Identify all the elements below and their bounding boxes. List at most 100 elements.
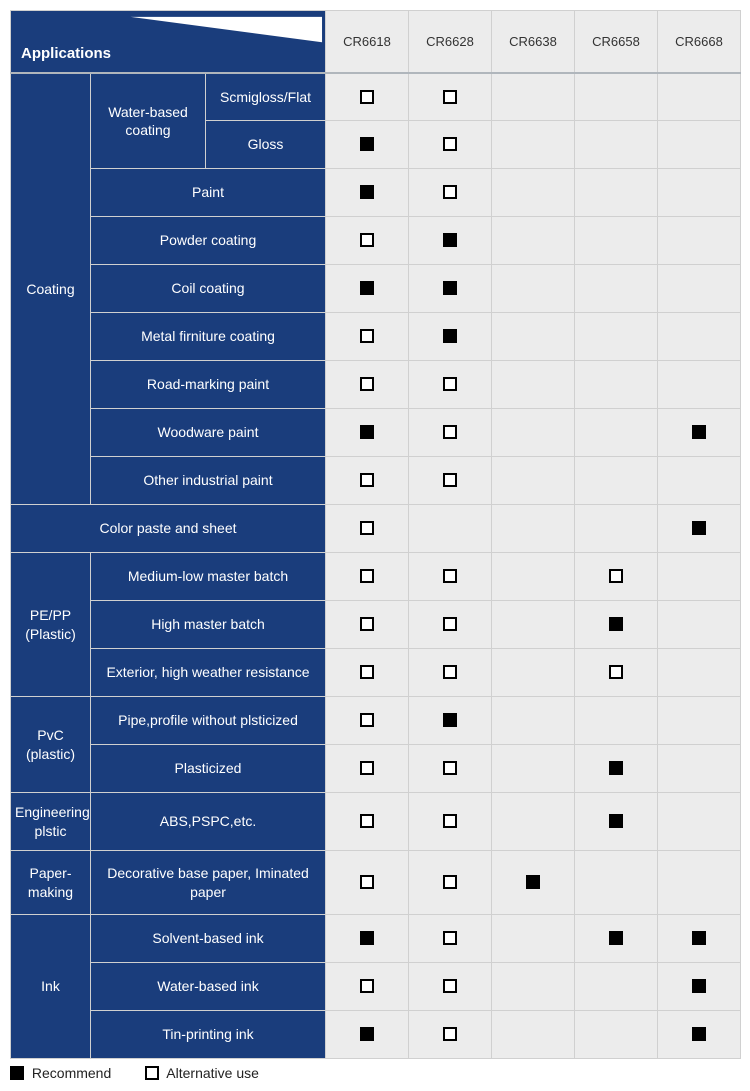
value-cell	[658, 553, 741, 601]
legend-recommend: Recommend	[10, 1065, 115, 1081]
table-row: Other industrial paint	[11, 457, 741, 505]
value-cell	[658, 793, 741, 851]
empty-square-icon	[360, 979, 374, 993]
table-row: CoatingWater-based coatingScmigloss/Flat	[11, 73, 741, 121]
category-level-2: High master batch	[91, 601, 326, 649]
filled-square-icon	[360, 185, 374, 199]
empty-square-icon	[360, 233, 374, 247]
empty-square-icon	[360, 377, 374, 391]
category-level-2: ABS,PSPC,etc.	[91, 793, 326, 851]
value-cell	[492, 313, 575, 361]
value-cell	[326, 121, 409, 169]
empty-square-icon	[145, 1066, 159, 1080]
table-row: Water-based ink	[11, 963, 741, 1011]
category-level-1: Engineering plstic	[11, 793, 91, 851]
value-cell	[575, 553, 658, 601]
value-cell	[326, 169, 409, 217]
table-row: Woodware paint	[11, 409, 741, 457]
empty-square-icon	[360, 617, 374, 631]
category-level-2: Plasticized	[91, 745, 326, 793]
filled-square-icon	[360, 137, 374, 151]
empty-square-icon	[360, 473, 374, 487]
value-cell	[409, 265, 492, 313]
empty-square-icon	[443, 1027, 457, 1041]
value-cell	[658, 217, 741, 265]
value-cell	[492, 73, 575, 121]
empty-square-icon	[443, 185, 457, 199]
empty-square-icon	[443, 569, 457, 583]
empty-square-icon	[360, 875, 374, 889]
category-level-2: Medium-low master batch	[91, 553, 326, 601]
value-cell	[658, 649, 741, 697]
value-cell	[326, 963, 409, 1011]
brands-label: Brands	[263, 19, 315, 36]
empty-square-icon	[609, 569, 623, 583]
category-level-2: Tin-printing ink	[91, 1011, 326, 1059]
value-cell	[409, 649, 492, 697]
empty-square-icon	[360, 90, 374, 104]
value-cell	[326, 553, 409, 601]
filled-square-icon	[692, 425, 706, 439]
value-cell	[492, 121, 575, 169]
category-level-1: Color paste and sheet	[11, 505, 326, 553]
table-row: Color paste and sheet	[11, 505, 741, 553]
value-cell	[575, 361, 658, 409]
filled-square-icon	[443, 281, 457, 295]
value-cell	[575, 313, 658, 361]
filled-square-icon	[692, 931, 706, 945]
table-row: Tin-printing ink	[11, 1011, 741, 1059]
value-cell	[409, 745, 492, 793]
value-cell	[326, 361, 409, 409]
filled-square-icon	[692, 979, 706, 993]
filled-square-icon	[692, 1027, 706, 1041]
value-cell	[492, 601, 575, 649]
brand-column-header: CR6668	[658, 11, 741, 73]
value-cell	[575, 265, 658, 313]
category-level-2: Exterior, high weather resistance	[91, 649, 326, 697]
filled-square-icon	[360, 931, 374, 945]
empty-square-icon	[443, 473, 457, 487]
value-cell	[575, 409, 658, 457]
table-row: Powder coating	[11, 217, 741, 265]
value-cell	[409, 73, 492, 121]
value-cell	[658, 121, 741, 169]
filled-square-icon	[443, 713, 457, 727]
filled-square-icon	[692, 521, 706, 535]
value-cell	[492, 851, 575, 915]
value-cell	[409, 409, 492, 457]
value-cell	[575, 73, 658, 121]
value-cell	[492, 649, 575, 697]
value-cell	[575, 169, 658, 217]
value-cell	[409, 505, 492, 553]
empty-square-icon	[360, 761, 374, 775]
value-cell	[492, 361, 575, 409]
category-level-2: Woodware paint	[91, 409, 326, 457]
value-cell	[658, 851, 741, 915]
value-cell	[326, 601, 409, 649]
filled-square-icon	[609, 931, 623, 945]
brand-column-header: CR6628	[409, 11, 492, 73]
table-row: PE/PP (Plastic)Medium-low master batch	[11, 553, 741, 601]
empty-square-icon	[443, 761, 457, 775]
empty-square-icon	[443, 931, 457, 945]
brand-column-header: CR6658	[575, 11, 658, 73]
value-cell	[658, 505, 741, 553]
value-cell	[492, 169, 575, 217]
empty-square-icon	[443, 617, 457, 631]
value-cell	[575, 649, 658, 697]
category-level-1: Ink	[11, 915, 91, 1059]
header-row: Brands Applications CR6618 CR6628 CR6638…	[11, 11, 741, 73]
value-cell	[575, 505, 658, 553]
value-cell	[492, 409, 575, 457]
applications-brands-table: Brands Applications CR6618 CR6628 CR6638…	[10, 10, 741, 1059]
filled-square-icon	[609, 761, 623, 775]
table-row: Paper-makingDecorative base paper, Imina…	[11, 851, 741, 915]
category-level-1: PvC (plastic)	[11, 697, 91, 793]
category-level-2: Paint	[91, 169, 326, 217]
value-cell	[658, 601, 741, 649]
table-row: Plasticized	[11, 745, 741, 793]
table-row: Engineering plsticABS,PSPC,etc.	[11, 793, 741, 851]
value-cell	[409, 457, 492, 505]
value-cell	[658, 265, 741, 313]
value-cell	[409, 697, 492, 745]
